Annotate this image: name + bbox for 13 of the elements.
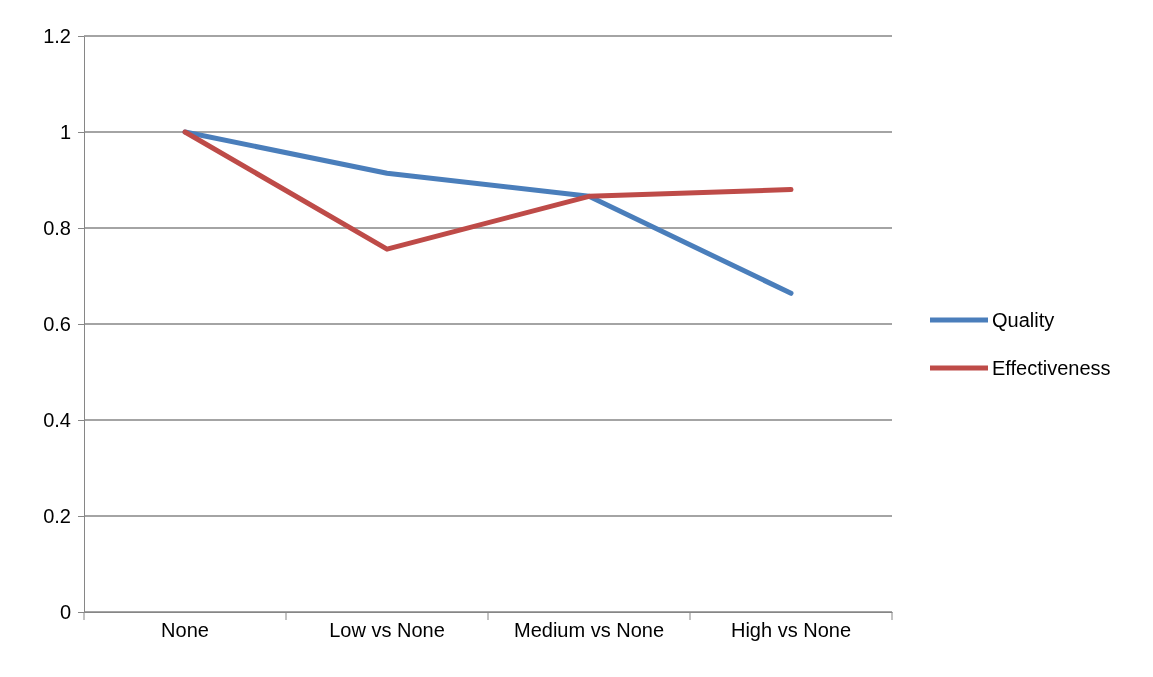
legend-label: Quality xyxy=(992,309,1055,331)
x-tick-label: None xyxy=(161,619,209,641)
x-tick-label: Low vs None xyxy=(329,619,445,641)
y-tick-label: 0.4 xyxy=(43,408,71,431)
x-tick-label: Medium vs None xyxy=(513,619,665,641)
y-tick-label: 0.2 xyxy=(43,504,71,527)
y-tick-label: 1.2 xyxy=(43,24,71,47)
y-tick-label: 0.6 xyxy=(43,312,71,335)
x-tick-label: High vs None xyxy=(730,619,852,641)
y-tick-label: 1 xyxy=(59,120,71,143)
y-tick-label: 0 xyxy=(59,600,71,623)
y-tick-label: 0.8 xyxy=(43,216,71,239)
legend-label: Effectiveness xyxy=(992,357,1111,379)
